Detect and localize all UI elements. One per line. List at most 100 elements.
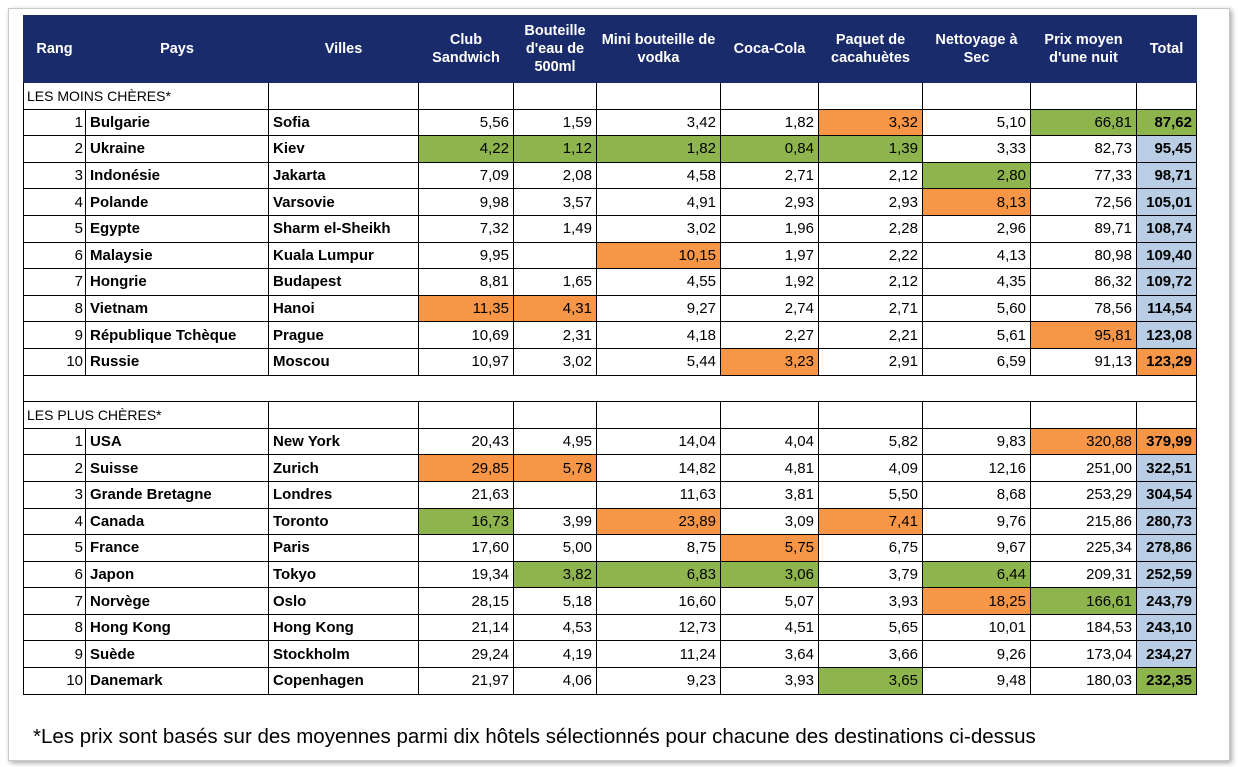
total-cell: 105,01	[1136, 188, 1197, 216]
price-cell: 5,78	[513, 454, 597, 482]
price-cell: 16,60	[596, 587, 721, 615]
table-row: 2 Ukraine Kiev 4,22 1,12 1,82 0,84 1,39 3,33 82,7…	[23, 135, 1197, 163]
price-cell: 5,00	[513, 534, 597, 562]
country-cell: Russie	[85, 347, 269, 376]
table-row: 9 Suède Stockholm 29,24 4,19 11,24 3,64 3,66 9,2…	[23, 640, 1197, 669]
price-cell: 4,53	[513, 613, 597, 642]
price-cell: 8,13	[922, 188, 1031, 216]
price-cell: 21,97	[418, 667, 514, 695]
price-cell: 184,53	[1030, 613, 1137, 642]
table-row: 9 République Tchèque Prague 10,69 2,31 4,18 2,…	[23, 321, 1197, 349]
table-row: 3 Grande Bretagne Londres 21,63 11,63 3,81 5,5…	[23, 480, 1197, 509]
price-cell: 29,85	[418, 454, 514, 482]
rank-cell: 3	[23, 480, 86, 509]
price-cell: 21,14	[418, 613, 514, 642]
price-cell: 5,56	[418, 108, 514, 137]
total-cell: 95,45	[1136, 135, 1197, 163]
price-cell: 10,97	[418, 347, 514, 376]
price-cell: 3,64	[720, 640, 819, 669]
empty-cell	[1136, 401, 1197, 429]
table-body: LES MOINS CHÈRES* 1 Bulgarie Sofia 5,56 1,59 3…	[23, 82, 1197, 695]
price-cell: 7,41	[818, 507, 923, 536]
city-cell: Budapest	[268, 268, 419, 296]
rank-cell: 8	[23, 613, 86, 642]
price-cell: 7,32	[418, 214, 514, 243]
price-cell: 16,73	[418, 507, 514, 536]
rank-cell: 9	[23, 321, 86, 349]
price-cell: 2,80	[922, 161, 1031, 190]
city-cell: Kiev	[268, 135, 419, 163]
price-cell: 4,31	[513, 294, 597, 323]
rank-cell: 2	[23, 135, 86, 163]
empty-cell	[513, 82, 597, 110]
city-cell: Zurich	[268, 454, 419, 482]
price-cell: 10,15	[596, 241, 721, 270]
price-cell: 17,60	[418, 534, 514, 562]
table-row: 6 Malaysie Kuala Lumpur 9,95 10,15 1,97 2,22 4,…	[23, 241, 1197, 270]
price-cell: 3,02	[513, 347, 597, 376]
price-cell: 0,84	[720, 135, 819, 163]
price-cell: 3,42	[596, 108, 721, 137]
rank-cell: 7	[23, 268, 86, 296]
table-row: 1 Bulgarie Sofia 5,56 1,59 3,42 1,82 3,32 5,10 66…	[23, 108, 1197, 137]
country-cell: Polande	[85, 188, 269, 216]
price-cell: 2,93	[720, 188, 819, 216]
price-cell: 14,04	[596, 427, 721, 456]
price-cell: 2,28	[818, 214, 923, 243]
price-cell: 11,24	[596, 640, 721, 669]
country-cell: Hongrie	[85, 268, 269, 296]
table-row: 6 Japon Tokyo 19,34 3,82 6,83 3,06 3,79 6,44 209,…	[23, 560, 1197, 589]
country-cell: République Tchèque	[85, 321, 269, 349]
table-row: 10 Russie Moscou 10,97 3,02 5,44 3,23 2,91 6,59 9…	[23, 347, 1197, 376]
country-cell: Bulgarie	[85, 108, 269, 137]
table-row: 10 Danemark Copenhagen 21,97 4,06 9,23 3,93 3,6…	[23, 667, 1197, 695]
country-cell: Ukraine	[85, 135, 269, 163]
section-title-row: LES MOINS CHÈRES*	[23, 82, 1197, 110]
price-cell: 4,09	[818, 454, 923, 482]
price-cell: 77,33	[1030, 161, 1137, 190]
rank-cell: 8	[23, 294, 86, 323]
price-cell: 7,09	[418, 161, 514, 190]
col-header-peanuts: Paquet de cacahuètes	[818, 15, 923, 83]
price-cell: 1,49	[513, 214, 597, 243]
table-row: 2 Suisse Zurich 29,85 5,78 14,82 4,81 4,09 12,16…	[23, 454, 1197, 482]
rank-cell: 7	[23, 587, 86, 615]
rank-cell: 2	[23, 454, 86, 482]
empty-cell	[513, 401, 597, 429]
price-cell: 91,13	[1030, 347, 1137, 376]
price-cell: 3,57	[513, 188, 597, 216]
price-cell: 10,69	[418, 321, 514, 349]
price-cell: 2,71	[818, 294, 923, 323]
price-cell: 21,63	[418, 480, 514, 509]
price-cell: 8,68	[922, 480, 1031, 509]
empty-cell	[1030, 82, 1137, 110]
empty-cell	[922, 401, 1031, 429]
header-row: Rang Pays Villes Club Sandwich Bouteille…	[23, 15, 1197, 83]
price-cell: 5,65	[818, 613, 923, 642]
price-cell: 3,99	[513, 507, 597, 536]
empty-cell	[720, 401, 819, 429]
city-cell: Hong Kong	[268, 613, 419, 642]
price-cell: 3,82	[513, 560, 597, 589]
table-row: 5 France Paris 17,60 5,00 8,75 5,75 6,75 9,67 225…	[23, 534, 1197, 562]
total-cell: 304,54	[1136, 480, 1197, 509]
empty-cell	[596, 82, 721, 110]
price-cell: 4,04	[720, 427, 819, 456]
price-cell: 4,81	[720, 454, 819, 482]
price-cell: 4,19	[513, 640, 597, 669]
empty-cell	[268, 401, 419, 429]
empty-cell	[1030, 401, 1137, 429]
rank-cell: 10	[23, 667, 86, 695]
price-cell: 5,44	[596, 347, 721, 376]
price-cell: 3,23	[720, 347, 819, 376]
price-cell: 4,06	[513, 667, 597, 695]
country-cell: Danemark	[85, 667, 269, 695]
country-cell: Norvège	[85, 587, 269, 615]
city-cell: New York	[268, 427, 419, 456]
price-cell: 1,39	[818, 135, 923, 163]
total-cell: 234,27	[1136, 640, 1197, 669]
empty-cell	[268, 82, 419, 110]
price-cell: 23,89	[596, 507, 721, 536]
total-cell: 379,99	[1136, 427, 1197, 456]
country-cell: Canada	[85, 507, 269, 536]
